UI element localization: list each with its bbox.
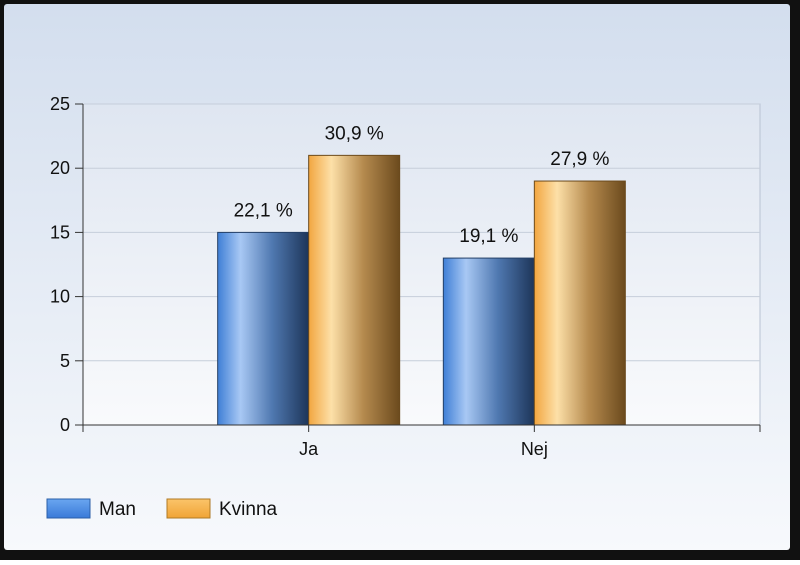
legend-swatch-kvinna	[166, 498, 211, 519]
bar-kvinna-ja	[308, 154, 401, 426]
x-tick-label: Ja	[299, 439, 319, 459]
data-label: 22,1 %	[234, 200, 293, 221]
bar-man-nej	[442, 257, 535, 426]
bar-man-ja	[217, 231, 310, 426]
data-label: 27,9 %	[550, 149, 609, 170]
legend-label-kvinna: Kvinna	[219, 499, 278, 520]
y-tick-label: 20	[50, 158, 70, 178]
y-tick-label: 10	[50, 287, 70, 307]
x-tick-label: Nej	[521, 439, 548, 459]
y-axis: 0 5 10 15 20 25	[50, 94, 84, 435]
legend-swatch-man	[46, 498, 91, 519]
bar-kvinna-nej	[533, 180, 626, 426]
y-tick-label: 0	[60, 415, 70, 435]
bar-series: 22,1 % 30,9 % 19,1 % 27,9 %	[217, 123, 626, 426]
gridlines	[83, 103, 760, 362]
y-tick-label: 15	[50, 222, 70, 242]
plot-area	[82, 103, 761, 426]
y-tick-label: 25	[50, 94, 70, 114]
y-tick-label: 5	[60, 351, 70, 371]
x-axis: Ja Nej	[82, 424, 761, 459]
data-label: 30,9 %	[325, 123, 384, 144]
data-label: 19,1 %	[459, 226, 518, 247]
legend: Man Kvinna	[46, 498, 278, 520]
legend-label-man: Man	[99, 499, 136, 520]
